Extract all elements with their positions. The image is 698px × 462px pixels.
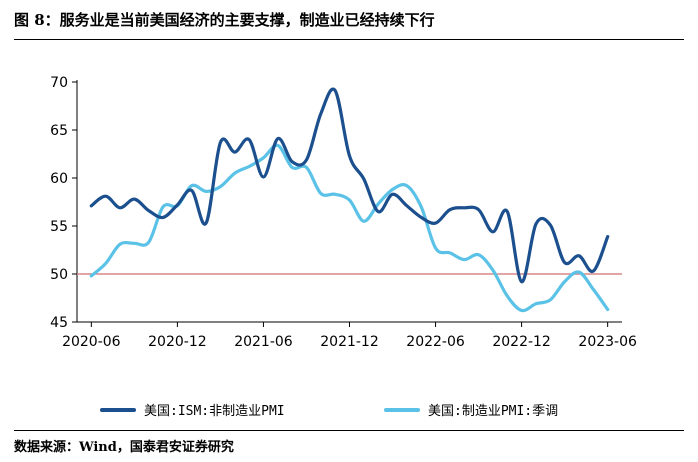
x-tick-label: 2020-12	[148, 334, 207, 350]
figure-title: 图 8：服务业是当前美国经济的主要支撑，制造业已经持续下行	[14, 11, 435, 29]
legend-swatch-dark	[100, 407, 136, 412]
series-layer	[89, 87, 610, 313]
x-tick-label: 2020-06	[62, 334, 121, 350]
data-source: 数据来源：Wind，国泰君安证券研究	[14, 440, 234, 455]
chart-legend: 美国:ISM:非制造业PMI 美国:制造业PMI:季调	[0, 400, 698, 422]
y-axis: 45 50 55 60 65 70	[50, 75, 78, 331]
x-axis: 2020-06 2020-12 2021-06 2021-12 2022-06 2022-…	[62, 321, 637, 350]
y-tick-label: 70	[50, 75, 68, 91]
legend-item-ism-nonmanufacturing: 美国:ISM:非制造业PMI	[100, 400, 285, 419]
line-chart: 45 50 55 60 65 70 2020-06 2020-12 2021-06 2021-1…	[50, 75, 637, 350]
x-tick-label: 2021-12	[320, 334, 379, 350]
x-tick-label: 2021-06	[234, 334, 293, 350]
title-divider	[14, 39, 684, 40]
series-line-manufacturing-pmi	[89, 143, 610, 313]
legend-label: 美国:ISM:非制造业PMI	[144, 404, 285, 419]
y-tick-label: 45	[50, 315, 68, 331]
legend-item-manufacturing-pmi: 美国:制造业PMI:季调	[384, 400, 558, 419]
y-tick-label: 50	[50, 267, 68, 283]
series-line-ism-nonmanufacturing	[89, 87, 610, 284]
legend-swatch-light	[384, 407, 420, 412]
x-tick-label: 2022-06	[406, 334, 465, 350]
x-tick-label: 2023-06	[578, 334, 637, 350]
footer-divider	[14, 430, 684, 431]
y-tick-label: 60	[50, 171, 68, 187]
y-tick-label: 65	[50, 123, 68, 139]
x-tick-label: 2022-12	[492, 334, 551, 350]
legend-label: 美国:制造业PMI:季调	[428, 404, 559, 419]
y-tick-label: 55	[50, 219, 68, 235]
